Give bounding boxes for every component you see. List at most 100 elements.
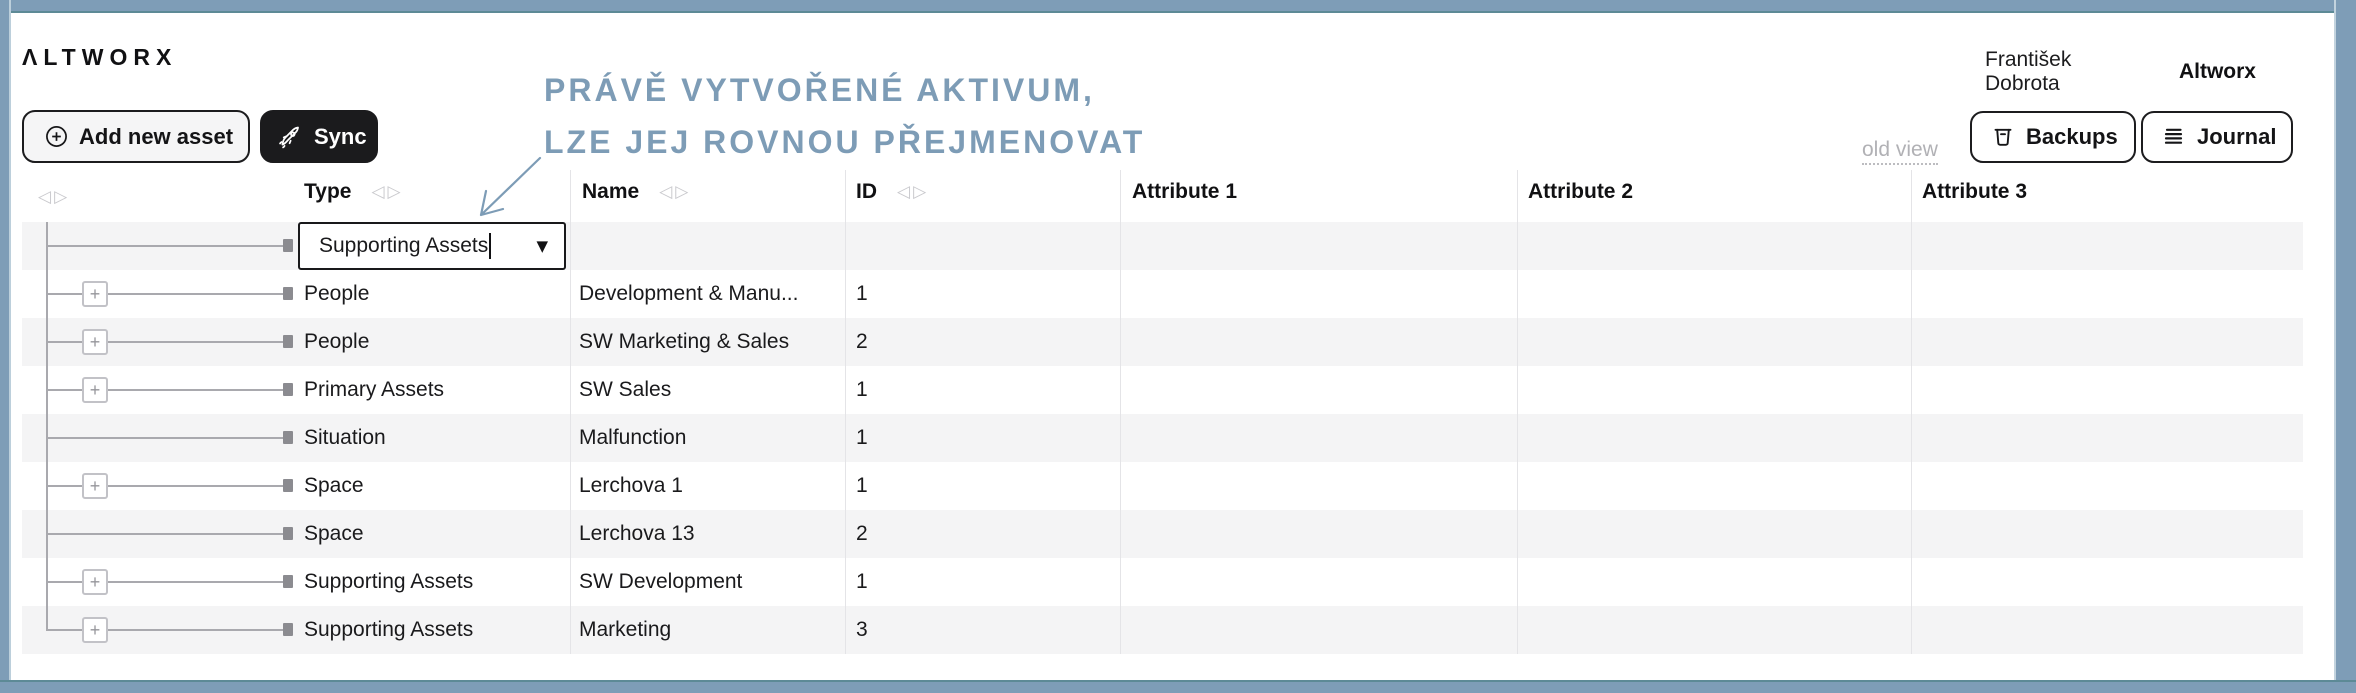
table-row[interactable]: Situation Malfunction 1 [22, 414, 2303, 462]
tree-branch-line [46, 245, 283, 247]
type-cell[interactable]: People [304, 330, 370, 353]
attribute-3-cell[interactable] [1911, 510, 2303, 558]
attribute-2-cell[interactable] [1517, 414, 1911, 462]
table-row[interactable]: + Supporting Assets Marketing 3 [22, 606, 2303, 654]
attribute-2-cell[interactable] [1517, 270, 1911, 318]
attribute-2-cell[interactable] [1517, 462, 1911, 510]
window-frame-accent [0, 680, 2356, 682]
attribute-1-cell[interactable] [1120, 558, 1517, 606]
type-cell[interactable]: Space [304, 522, 364, 545]
column-header-attribute-2: Attribute 2 [1528, 180, 1633, 203]
name-cell[interactable]: Malfunction [579, 426, 687, 449]
attribute-1-cell[interactable] [1120, 414, 1517, 462]
sync-button[interactable]: Sync [260, 110, 378, 163]
column-header-attribute-1: Attribute 1 [1132, 180, 1237, 203]
table-row[interactable]: + People SW Marketing & Sales 2 [22, 318, 2303, 366]
tree-column-sort[interactable]: ◁▷ [38, 183, 70, 211]
column-header-id: ID ◁▷ [856, 178, 929, 206]
type-dropdown-editing[interactable]: Supporting Assets ▼ [298, 222, 566, 270]
name-cell[interactable]: SW Sales [579, 378, 672, 401]
tree-branch-line [46, 629, 283, 631]
attribute-2-cell[interactable] [1517, 510, 1911, 558]
tree-cell: + [22, 462, 295, 510]
attribute-2-cell[interactable] [1517, 222, 1911, 270]
annotation-line-2: LZE JEJ ROVNOU PŘEJMENOVAT [544, 124, 1146, 160]
attribute-1-cell[interactable] [1120, 462, 1517, 510]
window-frame-right [2336, 0, 2356, 693]
type-cell[interactable]: People [304, 282, 370, 305]
table-row[interactable]: + People Development & Manu... 1 [22, 270, 2303, 318]
table-row[interactable]: + Space Lerchova 1 1 [22, 462, 2303, 510]
expand-button[interactable]: + [82, 569, 108, 595]
attribute-1-cell[interactable] [1120, 510, 1517, 558]
sync-label: Sync [314, 123, 367, 149]
id-cell: 3 [856, 618, 868, 641]
expand-button[interactable]: + [82, 281, 108, 307]
tree-branch-line [46, 437, 283, 439]
name-cell[interactable]: Lerchova 13 [579, 522, 695, 545]
attribute-3-cell[interactable] [1911, 558, 2303, 606]
type-cell[interactable]: Supporting Assets [304, 618, 474, 641]
type-cell[interactable]: Situation [304, 426, 386, 449]
tree-branch-line [46, 485, 283, 487]
id-cell [845, 222, 1120, 270]
column-divider [1911, 170, 1912, 654]
attribute-2-cell[interactable] [1517, 558, 1911, 606]
annotation-note: PRÁVĚ VYTVOŘENÉ AKTIVUM, LZE JEJ ROVNOU … [544, 64, 1145, 168]
attribute-2-cell[interactable] [1517, 318, 1911, 366]
window-frame-left [0, 0, 9, 693]
attribute-1-cell[interactable] [1120, 270, 1517, 318]
attribute-1-cell[interactable] [1120, 222, 1517, 270]
old-view-link[interactable]: old view [1862, 138, 1938, 165]
attribute-3-cell[interactable] [1911, 606, 2303, 654]
attribute-2-cell[interactable] [1517, 606, 1911, 654]
backups-button[interactable]: Backups [1970, 111, 2136, 163]
tree-cell: + [22, 558, 295, 606]
attribute-1-cell[interactable] [1120, 366, 1517, 414]
type-cell[interactable]: Space [304, 474, 364, 497]
sort-icons[interactable]: ◁▷ [897, 182, 930, 202]
attribute-3-cell[interactable] [1911, 462, 2303, 510]
attribute-3-cell[interactable] [1911, 222, 2303, 270]
expand-button[interactable]: + [82, 617, 108, 643]
sort-icons[interactable]: ◁▷ [659, 182, 692, 202]
tree-node-marker [283, 479, 293, 492]
tree-cell: + [22, 318, 295, 366]
expand-button[interactable]: + [82, 473, 108, 499]
attribute-3-cell[interactable] [1911, 414, 2303, 462]
id-cell: 1 [856, 570, 868, 593]
name-cell[interactable]: Development & Manu... [579, 282, 799, 305]
attribute-3-cell[interactable] [1911, 366, 2303, 414]
expand-button[interactable]: + [82, 377, 108, 403]
sort-icons[interactable]: ◁▷ [38, 187, 71, 207]
table-row[interactable]: Space Lerchova 13 2 [22, 510, 2303, 558]
attribute-1-cell[interactable] [1120, 606, 1517, 654]
tree-cell: + [22, 270, 295, 318]
table-row[interactable]: + Primary Assets SW Sales 1 [22, 366, 2303, 414]
tree-branch-line [46, 389, 283, 391]
type-cell[interactable]: Primary Assets [304, 378, 445, 401]
attribute-2-cell[interactable] [1517, 366, 1911, 414]
attribute-3-cell[interactable] [1911, 270, 2303, 318]
name-cell[interactable]: SW Development [579, 570, 743, 593]
column-label-id: ID [856, 180, 877, 203]
table-row[interactable]: + Supporting Assets SW Development 1 [22, 558, 2303, 606]
attribute-1-cell[interactable] [1120, 318, 1517, 366]
tree-branch-line [46, 293, 283, 295]
add-new-asset-button[interactable]: Add new asset [22, 110, 250, 163]
column-divider [845, 170, 846, 654]
id-cell: 1 [856, 282, 868, 305]
type-cell[interactable]: Supporting Assets [304, 570, 474, 593]
expand-button[interactable]: + [82, 329, 108, 355]
name-cell[interactable]: Marketing [579, 618, 672, 641]
column-label-type: Type [304, 180, 352, 203]
journal-button[interactable]: Journal [2141, 111, 2293, 163]
name-cell[interactable]: SW Marketing & Sales [579, 330, 790, 353]
tree-cell [22, 414, 295, 462]
sort-icons[interactable]: ◁▷ [371, 182, 404, 202]
attribute-3-cell[interactable] [1911, 318, 2303, 366]
tree-node-marker [283, 575, 293, 588]
name-cell[interactable] [570, 222, 845, 270]
name-cell[interactable]: Lerchova 1 [579, 474, 683, 497]
account-info[interactable]: František Dobrota Altworx [1985, 48, 2256, 96]
